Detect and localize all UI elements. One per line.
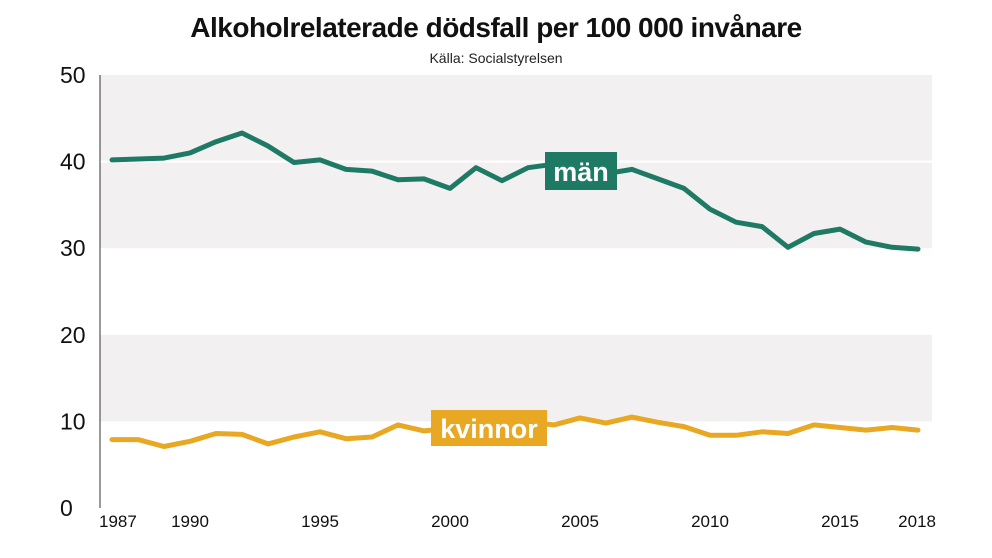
grid-band <box>100 75 932 162</box>
x-tick-label: 2005 <box>561 512 599 531</box>
chart-source: Källa: Socialstyrelsen <box>429 50 563 66</box>
x-tick-label: 1995 <box>301 512 339 531</box>
chart-title: Alkoholrelaterade dödsfall per 100 000 i… <box>190 12 802 43</box>
x-tick-label: 2018 <box>898 512 936 531</box>
x-tick-label: 2010 <box>691 512 729 531</box>
y-tick-label: 10 <box>60 408 86 434</box>
series-label-box <box>431 410 547 446</box>
series-label-man: män <box>545 152 617 190</box>
series-label-text: kvinnor <box>440 414 538 444</box>
series-label-kvinnor: kvinnor <box>431 410 547 446</box>
y-tick-label: 40 <box>60 149 86 175</box>
series-line-man <box>109 130 921 252</box>
series-label-box <box>545 152 617 190</box>
x-tick-label: 2015 <box>821 512 859 531</box>
grid-bands <box>100 75 932 422</box>
x-axis-ticks: 1987 1990 1995 2000 2005 2010 2015 2018 <box>99 512 936 531</box>
y-tick-label: 50 <box>60 62 86 88</box>
x-tick-label: 1990 <box>171 512 209 531</box>
grid-band <box>100 334 932 422</box>
series-label-text: män <box>553 157 609 187</box>
x-tick-label: 2000 <box>431 512 469 531</box>
y-tick-label: 30 <box>60 235 86 261</box>
series-labels: män kvinnor <box>431 152 617 446</box>
y-tick-label: 20 <box>60 322 86 348</box>
x-tick-label: 1987 <box>99 512 137 531</box>
y-axis-ticks: 0 10 20 30 40 50 <box>60 62 86 521</box>
y-tick-label: 0 <box>60 495 73 521</box>
